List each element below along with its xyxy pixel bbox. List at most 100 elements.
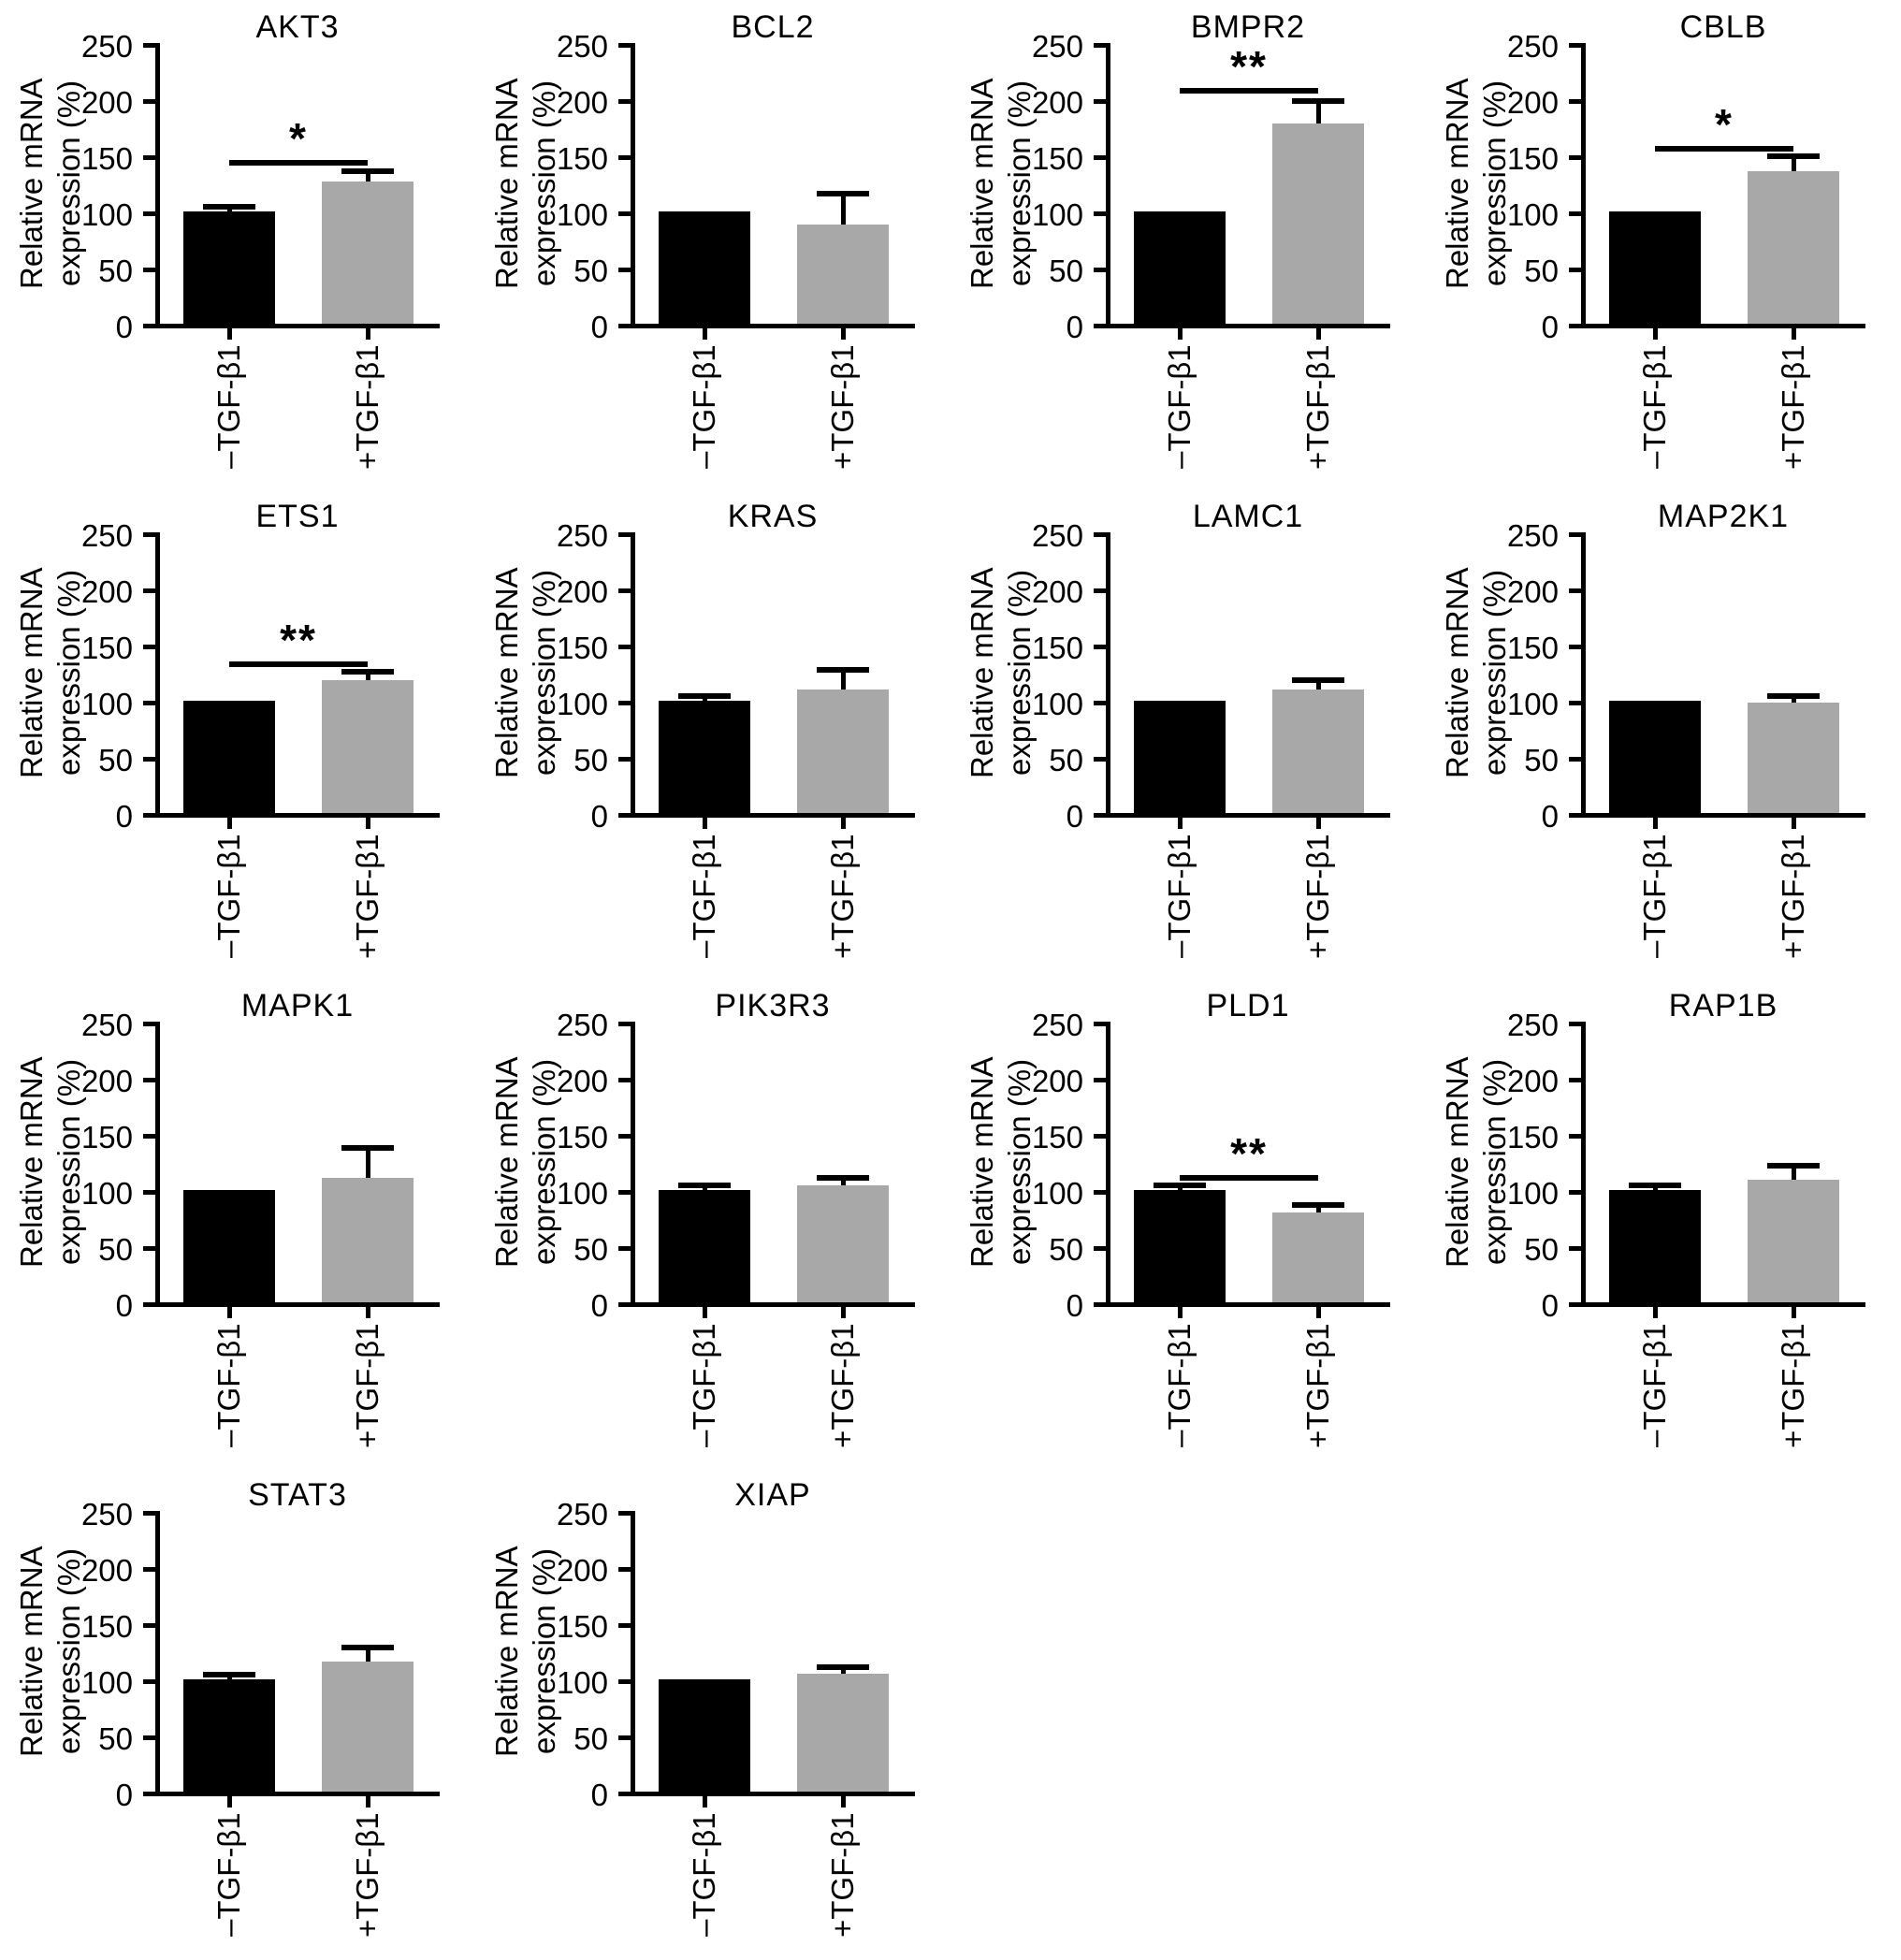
y-axis-tick-label: 0 xyxy=(590,799,608,834)
gene-expression-chart-panel: MAPK1 Relative mRNA expression (%) 0 50 10… xyxy=(0,979,475,1468)
y-axis-tick xyxy=(618,1022,631,1026)
y-axis-tick-label: 100 xyxy=(1031,1176,1083,1211)
significance-asterisks: ** xyxy=(280,616,317,664)
chart-title: PLD1 xyxy=(1206,988,1290,1024)
y-axis-tick-label: 100 xyxy=(80,687,133,721)
error-bar-cap xyxy=(1767,1163,1820,1169)
y-axis-tick-label: 100 xyxy=(556,687,608,721)
error-bar-line xyxy=(365,1151,370,1178)
bar-plus-tgfb1 xyxy=(1748,170,1839,324)
error-bar-line xyxy=(1315,103,1321,124)
y-axis-tick xyxy=(143,757,155,762)
error-bar-line xyxy=(840,1670,846,1674)
y-axis-tick-label: 50 xyxy=(1049,254,1083,288)
x-label-minus-tgfb1: –TGF-β1 xyxy=(1162,834,1197,958)
bar-plus-tgfb1 xyxy=(797,1185,889,1302)
y-axis-tick xyxy=(143,1190,155,1195)
x-label-plus-tgfb1: +TGF-β1 xyxy=(1776,834,1810,959)
x-label-minus-tgfb1: –TGF-β1 xyxy=(1162,1323,1197,1447)
y-axis-tick xyxy=(618,155,631,160)
error-bar-line xyxy=(365,174,370,181)
significance-bracket xyxy=(229,661,368,667)
error-bar-cap xyxy=(1154,1182,1206,1188)
y-axis-tick xyxy=(1094,1246,1106,1251)
error-bar-line xyxy=(840,1181,846,1186)
y-axis-tick-label: 50 xyxy=(1524,254,1559,288)
x-label-minus-tgfb1: –TGF-β1 xyxy=(687,834,721,958)
bar-minus-tgfb1 xyxy=(659,1679,750,1792)
significance-asterisks: * xyxy=(1715,100,1734,150)
y-axis-tick xyxy=(618,1735,631,1740)
x-label-minus-tgfb1: –TGF-β1 xyxy=(211,1812,246,1937)
significance-bracket xyxy=(1180,88,1318,94)
x-axis-tick xyxy=(1791,818,1796,829)
y-axis-tick-label: 200 xyxy=(556,1064,608,1098)
chart-title: MAP2K1 xyxy=(1657,499,1790,534)
x-axis-tick xyxy=(1652,1307,1658,1318)
y-axis-tick xyxy=(143,1679,155,1684)
significance-bracket xyxy=(1655,146,1793,152)
y-axis-tick xyxy=(143,1623,155,1628)
y-axis-tick xyxy=(618,757,631,762)
error-bar-line xyxy=(840,196,846,225)
x-label-plus-tgfb1: +TGF-β1 xyxy=(1776,1323,1810,1448)
x-axis-line xyxy=(1581,813,1865,818)
y-axis-tick-label: 200 xyxy=(1031,1064,1083,1098)
x-axis-line xyxy=(155,813,440,818)
error-bar-cap xyxy=(817,1664,869,1671)
y-axis-tick xyxy=(1569,532,1581,537)
y-axis-tick xyxy=(143,1022,155,1026)
error-bar-cap xyxy=(678,1182,731,1188)
y-axis-tick-label: 50 xyxy=(98,1721,133,1756)
y-axis-line xyxy=(1581,43,1586,328)
x-axis-tick xyxy=(702,818,707,829)
y-axis-tick-label: 250 xyxy=(80,518,133,553)
y-axis-tick-label: 250 xyxy=(1031,518,1083,553)
error-bar-cap xyxy=(817,1175,869,1182)
y-axis-tick xyxy=(618,324,631,328)
gene-expression-chart-panel: RAP1B Relative mRNA expression (%) 0 50 10… xyxy=(1426,979,1901,1468)
y-axis-line xyxy=(155,532,160,818)
y-axis-tick xyxy=(1094,1302,1106,1307)
chart-title: KRAS xyxy=(727,499,819,534)
y-axis-tick xyxy=(143,1567,155,1572)
y-axis-tick xyxy=(143,1735,155,1740)
chart-title: PIK3R3 xyxy=(715,988,831,1024)
y-axis-tick-label: 0 xyxy=(115,799,133,834)
y-axis-tick-label: 250 xyxy=(80,1008,133,1042)
y-axis-tick xyxy=(1094,1190,1106,1195)
bar-minus-tgfb1 xyxy=(1609,211,1701,324)
bar-plus-tgfb1 xyxy=(322,181,414,324)
error-bar-line xyxy=(840,673,846,690)
error-bar-cap xyxy=(1629,1182,1681,1188)
error-bar-line xyxy=(702,1187,707,1190)
x-label-plus-tgfb1: +TGF-β1 xyxy=(1300,344,1335,470)
y-axis-tick xyxy=(618,701,631,705)
chart-title: BCL2 xyxy=(731,9,815,45)
y-axis-tick xyxy=(1094,324,1106,328)
y-axis-tick-label: 200 xyxy=(556,574,608,609)
y-axis-tick-label: 150 xyxy=(80,631,133,665)
x-axis-tick xyxy=(702,1307,707,1318)
y-axis-tick-label: 50 xyxy=(1524,1232,1559,1267)
bar-plus-tgfb1 xyxy=(322,1661,414,1792)
x-label-minus-tgfb1: –TGF-β1 xyxy=(211,1323,246,1447)
y-axis-tick xyxy=(143,211,155,216)
y-axis-tick xyxy=(1094,268,1106,272)
x-label-minus-tgfb1: –TGF-β1 xyxy=(687,344,721,469)
significance-asterisks: * xyxy=(289,113,308,163)
y-axis-tick xyxy=(618,1511,631,1516)
chart-title: MAPK1 xyxy=(240,988,355,1024)
y-axis-tick xyxy=(1569,211,1581,216)
x-axis-tick xyxy=(702,1796,707,1808)
y-axis-tick xyxy=(1094,757,1106,762)
y-axis-tick xyxy=(143,701,155,705)
y-axis-tick-label: 100 xyxy=(1031,197,1083,232)
y-axis-tick xyxy=(143,43,155,48)
x-label-minus-tgfb1: –TGF-β1 xyxy=(1162,344,1197,469)
y-axis-tick-label: 50 xyxy=(1524,743,1559,777)
y-axis-tick-label: 50 xyxy=(1049,743,1083,777)
bar-minus-tgfb1 xyxy=(183,211,275,324)
x-axis-tick xyxy=(226,1796,232,1808)
